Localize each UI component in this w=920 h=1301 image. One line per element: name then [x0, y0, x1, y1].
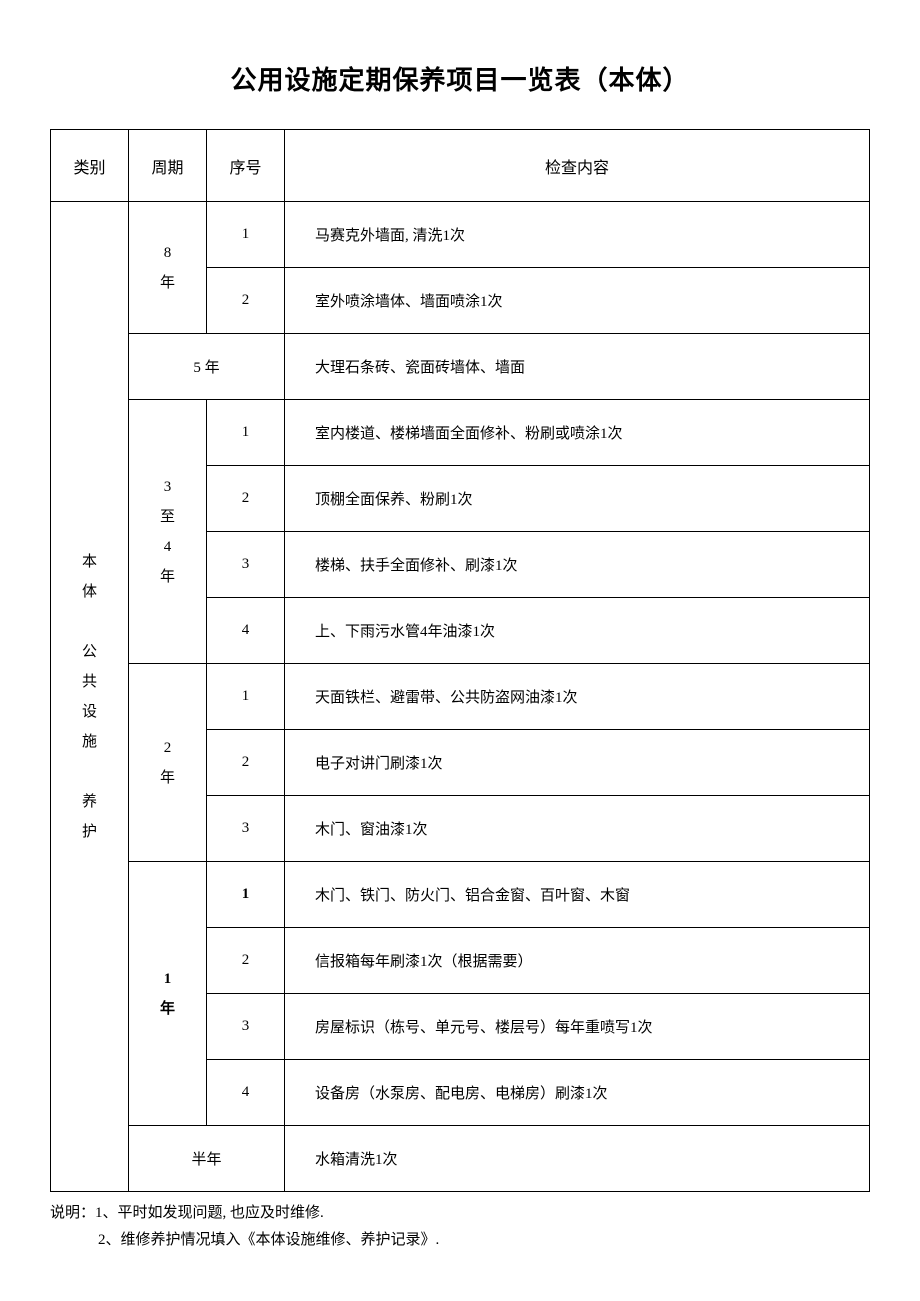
table-row: 5 年 大理石条砖、瓷面砖墙体、墙面: [51, 334, 870, 400]
content-cell: 室外喷涂墙体、墙面喷涂1次: [285, 268, 870, 334]
content-cell: 木门、铁门、防火门、铝合金窗、百叶窗、木窗: [285, 862, 870, 928]
page-title: 公用设施定期保养项目一览表（本体）: [50, 60, 870, 97]
seq-cell: 3: [207, 796, 285, 862]
seq-cell: 2: [207, 466, 285, 532]
period-label: 8年: [160, 238, 175, 298]
table-row: 3至4年 1 室内楼道、楼梯墙面全面修补、粉刷或喷涂1次: [51, 400, 870, 466]
seq-cell: 2: [207, 730, 285, 796]
table-row: 1年 1 木门、铁门、防火门、铝合金窗、百叶窗、木窗: [51, 862, 870, 928]
seq-cell: 1: [207, 862, 285, 928]
period-label: 2年: [160, 733, 175, 793]
col-header-period: 周期: [129, 130, 207, 202]
period-cell-half-year: 半年: [129, 1126, 285, 1192]
content-cell: 顶棚全面保养、粉刷1次: [285, 466, 870, 532]
table-row: 本体 公共设施 养护 8年 1 马赛克外墙面, 清洗1次: [51, 202, 870, 268]
notes-prefix: 说明：: [50, 1205, 95, 1221]
note-line-1: 说明：1、平时如发现问题, 也应及时维修.: [50, 1200, 870, 1227]
note-text: 1、平时如发现问题, 也应及时维修.: [95, 1205, 324, 1221]
col-header-content: 检查内容: [285, 130, 870, 202]
seq-cell: 1: [207, 400, 285, 466]
notes-block: 说明：1、平时如发现问题, 也应及时维修. 2、维修养护情况填入《本体设施维修、…: [50, 1200, 870, 1254]
seq-cell: 2: [207, 268, 285, 334]
period-cell-1y: 1年: [129, 862, 207, 1126]
category-cell: 本体 公共设施 养护: [51, 202, 129, 1192]
table-header-row: 类别 周期 序号 检查内容: [51, 130, 870, 202]
maintenance-table: 类别 周期 序号 检查内容 本体 公共设施 养护 8年 1 马赛克外墙面, 清洗…: [50, 129, 870, 1192]
period-cell-2y: 2年: [129, 664, 207, 862]
content-cell: 大理石条砖、瓷面砖墙体、墙面: [285, 334, 870, 400]
content-cell: 信报箱每年刷漆1次（根据需要）: [285, 928, 870, 994]
content-cell: 房屋标识（栋号、单元号、楼层号）每年重喷写1次: [285, 994, 870, 1060]
period-cell-8y: 8年: [129, 202, 207, 334]
content-cell: 电子对讲门刷漆1次: [285, 730, 870, 796]
table-row: 2年 1 天面铁栏、避雷带、公共防盗网油漆1次: [51, 664, 870, 730]
content-cell: 木门、窗油漆1次: [285, 796, 870, 862]
content-cell: 天面铁栏、避雷带、公共防盗网油漆1次: [285, 664, 870, 730]
period-label: 1年: [160, 964, 175, 1024]
content-cell: 马赛克外墙面, 清洗1次: [285, 202, 870, 268]
table-row: 半年 水箱清洗1次: [51, 1126, 870, 1192]
seq-cell: 3: [207, 994, 285, 1060]
period-label: 3至4年: [160, 472, 175, 592]
category-label: 本体 公共设施 养护: [82, 547, 97, 847]
seq-cell: 4: [207, 598, 285, 664]
content-cell: 水箱清洗1次: [285, 1126, 870, 1192]
col-header-seq: 序号: [207, 130, 285, 202]
content-cell: 设备房（水泵房、配电房、电梯房）刷漆1次: [285, 1060, 870, 1126]
content-cell: 室内楼道、楼梯墙面全面修补、粉刷或喷涂1次: [285, 400, 870, 466]
seq-cell: 4: [207, 1060, 285, 1126]
seq-cell: 3: [207, 532, 285, 598]
period-cell-5y: 5 年: [129, 334, 285, 400]
content-cell: 上、下雨污水管4年油漆1次: [285, 598, 870, 664]
note-line-2: 2、维修养护情况填入《本体设施维修、养护记录》.: [50, 1227, 870, 1254]
seq-cell: 1: [207, 202, 285, 268]
col-header-category: 类别: [51, 130, 129, 202]
period-cell-3-4y: 3至4年: [129, 400, 207, 664]
content-cell: 楼梯、扶手全面修补、刷漆1次: [285, 532, 870, 598]
seq-cell: 1: [207, 664, 285, 730]
seq-cell: 2: [207, 928, 285, 994]
